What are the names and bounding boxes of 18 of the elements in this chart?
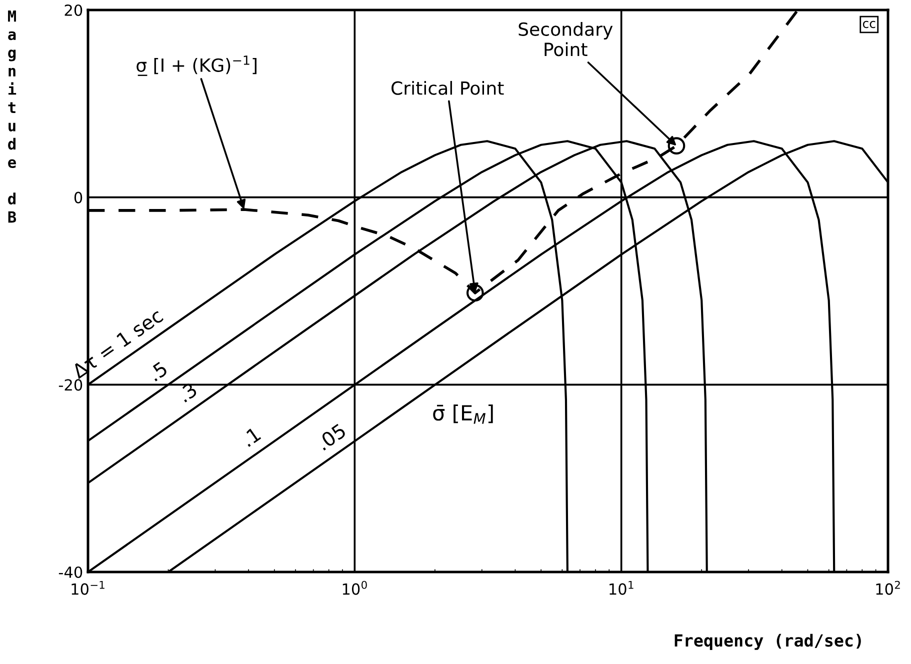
text: .05 — [316, 423, 347, 451]
annotation: cc — [862, 20, 876, 28]
x-axis-title: Frequency (rad/sec) — [674, 634, 861, 650]
text: .5 — [148, 361, 168, 382]
text: .1 — [240, 426, 262, 447]
y-tick-label: 20 — [64, 4, 82, 16]
annotation: σ̲ [I + (KG)$^{−1}$] — [136, 56, 256, 76]
y-tick-label: -40 — [58, 566, 82, 578]
x-tick-label: 10$^{0}$ — [342, 580, 367, 595]
x-tick-label: 10$^{−1}$ — [72, 580, 104, 595]
y-tick-label: -20 — [58, 379, 82, 391]
y-tick-label: 0 — [74, 192, 82, 204]
annotation: σ̄ [E$_{M}$] — [433, 404, 493, 424]
text: Magnitude dB — [8, 10, 16, 223]
annotation: Critical Point — [392, 80, 504, 95]
x-tick-label: 10$^{2}$ — [876, 580, 900, 595]
x-tick-label: 10$^{1}$ — [610, 580, 634, 595]
annotation: Secondary Point — [518, 22, 613, 56]
